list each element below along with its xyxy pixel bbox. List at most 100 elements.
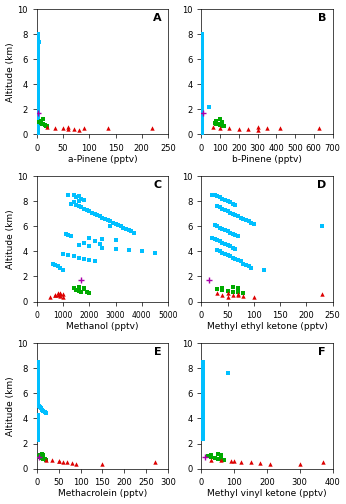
Point (200, 85, 205, 93)
Point (200, 100, 205, 108)
Point (217, 123, 223, 132)
Point (220, 248, 225, 257)
Text: B: B (318, 13, 326, 23)
Point (200, 73, 205, 81)
Point (35, 78, 41, 86)
Point (39, 454, 45, 462)
Point (35, 119, 41, 127)
Text: A: A (153, 13, 161, 23)
Point (35, 97, 41, 105)
Point (200, 374, 206, 383)
Point (200, 393, 206, 401)
Point (35, 401, 41, 409)
Point (200, 406, 206, 414)
Point (217, 121, 223, 129)
Point (200, 104, 205, 112)
Point (200, 401, 206, 409)
Point (225, 207, 230, 215)
Point (38, 119, 44, 127)
Point (200, 397, 206, 405)
Point (68, 232, 74, 240)
Point (200, 411, 206, 419)
Point (200, 419, 206, 427)
Point (35, 121, 41, 130)
Point (200, 433, 206, 442)
Point (35, 48, 41, 56)
Point (297, 460, 302, 468)
Point (248, 219, 254, 227)
Point (209, 233, 215, 241)
Point (200, 35, 205, 43)
Point (35, 365, 41, 373)
Point (200, 360, 206, 368)
Point (100, 243, 105, 251)
X-axis label: Methacrolein (pptv): Methacrolein (pptv) (58, 489, 147, 498)
Point (45, 123, 50, 131)
Point (200, 421, 206, 429)
Point (35, 79, 41, 87)
Point (115, 221, 121, 229)
Point (217, 115, 223, 123)
Point (221, 122, 227, 131)
Point (40, 455, 46, 463)
Point (200, 105, 205, 113)
Point (35, 43, 41, 51)
Point (218, 452, 224, 460)
Point (35, 109, 41, 117)
Point (86, 233, 92, 241)
Point (65, 191, 71, 199)
Point (200, 368, 206, 376)
Point (35, 123, 41, 131)
Point (35, 399, 41, 407)
Y-axis label: Altitude (km): Altitude (km) (6, 42, 15, 102)
Point (200, 80, 205, 88)
Point (53, 291, 58, 299)
Point (126, 246, 131, 254)
Point (35, 108, 40, 116)
X-axis label: b-Pinene (pptv): b-Pinene (pptv) (232, 155, 302, 164)
Point (47, 293, 53, 301)
Point (35, 427, 41, 435)
Point (200, 377, 206, 385)
Point (200, 124, 205, 132)
Point (219, 121, 225, 130)
Point (222, 240, 228, 248)
Point (97, 240, 102, 248)
Point (235, 284, 241, 292)
Point (35, 116, 41, 124)
Point (200, 434, 206, 443)
Point (200, 125, 205, 134)
Point (35, 104, 41, 112)
Point (123, 225, 129, 233)
Point (35, 115, 41, 123)
Point (35, 424, 41, 432)
Point (233, 201, 238, 209)
Point (35, 99, 41, 107)
Point (236, 125, 242, 133)
Point (43, 456, 48, 464)
Point (42, 121, 47, 129)
Point (243, 261, 249, 269)
Point (35, 418, 41, 426)
Point (35, 84, 41, 92)
Point (35, 103, 41, 111)
Point (71, 125, 76, 134)
Point (319, 290, 325, 298)
Point (222, 206, 228, 214)
Point (35, 89, 41, 97)
Point (225, 287, 230, 295)
Point (58, 264, 63, 272)
Point (200, 413, 206, 421)
Point (35, 70, 41, 78)
X-axis label: a-Pinene (pptv): a-Pinene (pptv) (67, 155, 137, 164)
Point (35, 360, 41, 368)
Point (97, 212, 102, 220)
Point (200, 409, 206, 417)
Point (225, 293, 230, 301)
Point (200, 48, 205, 56)
Point (200, 407, 206, 415)
Point (319, 222, 325, 230)
Point (35, 75, 41, 83)
Point (35, 85, 41, 93)
Point (200, 87, 205, 95)
